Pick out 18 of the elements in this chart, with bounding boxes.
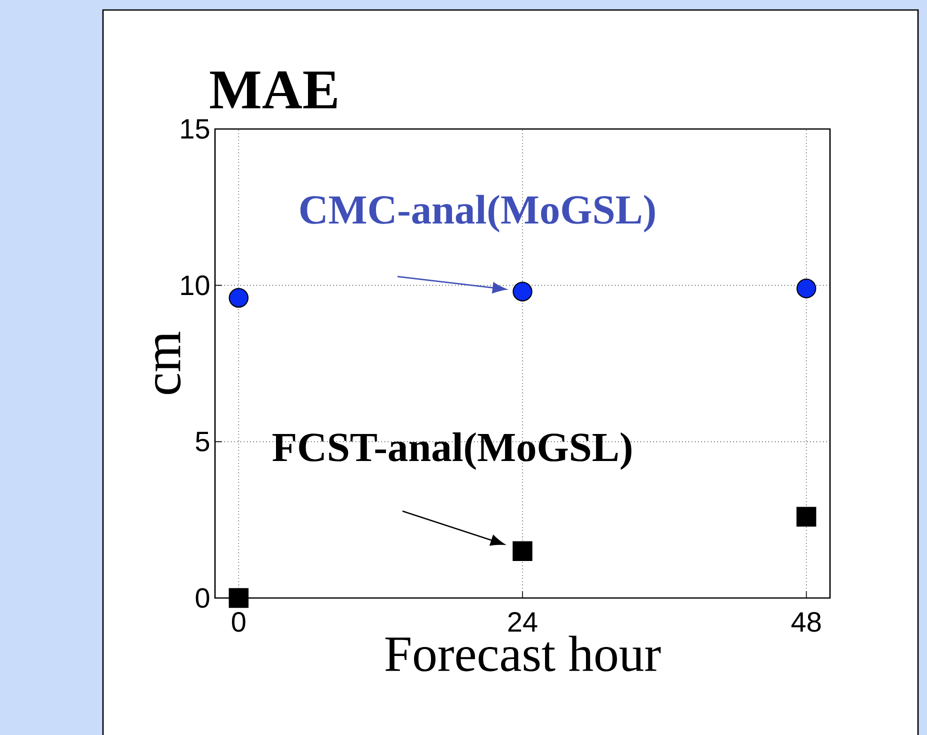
x-tick-label: 0 — [232, 612, 246, 632]
x-tick-label: 24 — [508, 612, 538, 632]
y-tick-label: 5 — [196, 432, 210, 452]
y-tick-label: 0 — [196, 588, 210, 608]
point — [796, 506, 816, 527]
x-tick-label: 48 — [791, 612, 821, 632]
y-tick-label: 10 — [181, 275, 210, 296]
point — [228, 288, 249, 308]
legend-label: FCST-anal(MoGSL) — [272, 432, 632, 470]
point — [512, 541, 532, 561]
x-axis-title: Forecast hour — [385, 636, 661, 672]
chart-title: MAE — [210, 71, 337, 108]
y-tick-label: 15 — [181, 119, 210, 139]
point — [512, 282, 532, 302]
y-axis-title: cm — [155, 332, 181, 394]
point — [228, 588, 249, 608]
series-label: CMC-anal(MoGSL) — [300, 194, 655, 232]
point — [796, 278, 816, 298]
